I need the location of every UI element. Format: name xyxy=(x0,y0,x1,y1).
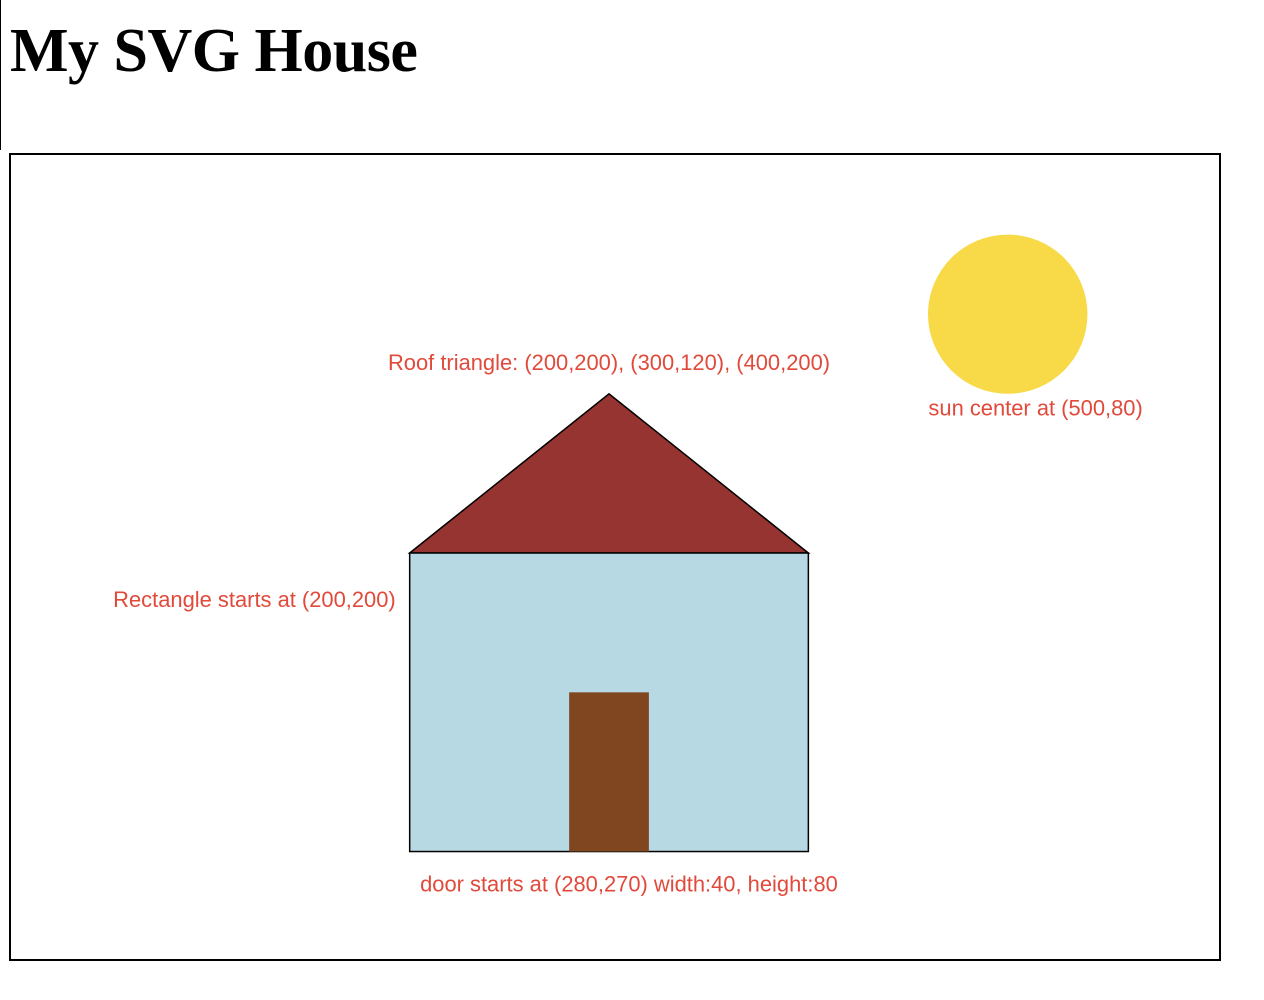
door xyxy=(569,692,649,852)
svg-canvas: Roof triangle: (200,200), (300,120), (40… xyxy=(9,153,1221,961)
page-left-edge xyxy=(0,0,1,150)
page-title: My SVG House xyxy=(10,17,418,85)
rectangle-annotation: Rectangle starts at (200,200) xyxy=(113,587,396,612)
house-drawing: Roof triangle: (200,200), (300,120), (40… xyxy=(113,234,1143,896)
roof-annotation: Roof triangle: (200,200), (300,120), (40… xyxy=(388,350,830,375)
roof xyxy=(407,392,811,554)
sun-annotation: sun center at (500,80) xyxy=(928,396,1142,421)
sun xyxy=(927,234,1088,394)
door-annotation: door starts at (280,270) width:40, heigh… xyxy=(420,871,838,896)
